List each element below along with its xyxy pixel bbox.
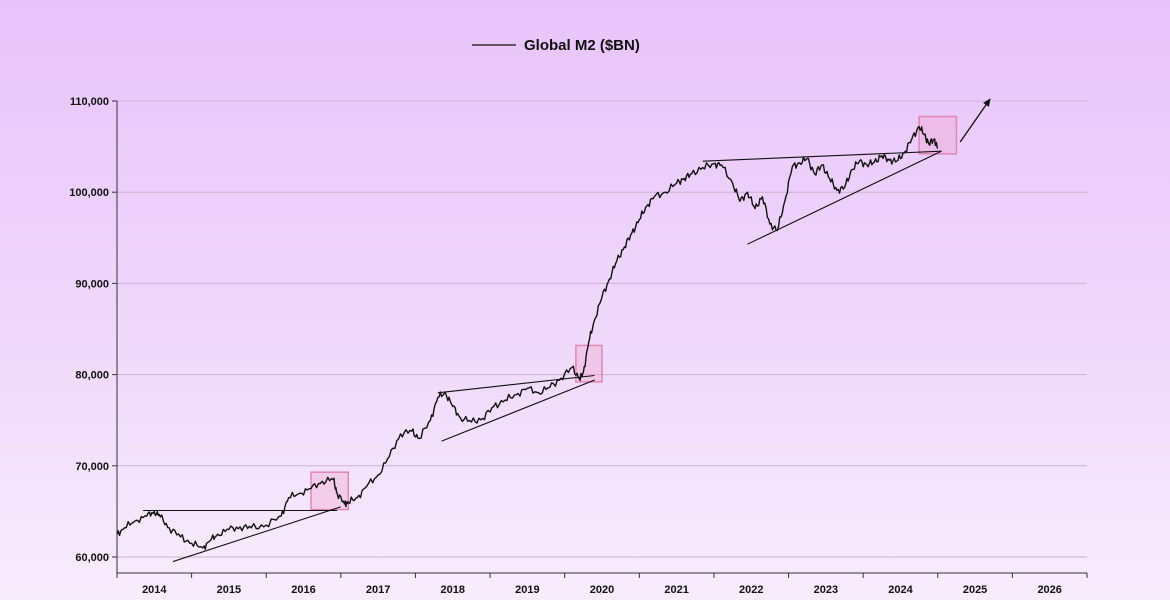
legend-label: Global M2 ($BN) — [524, 37, 640, 54]
y-tick-label: 90,000 — [75, 278, 109, 290]
arrow-annotation — [959, 98, 991, 143]
series-line-global-m2 — [116, 125, 939, 550]
trendline — [702, 150, 942, 162]
x-tick-label: 2016 — [291, 584, 315, 596]
trendline — [441, 379, 595, 442]
legend: Global M2 ($BN) — [472, 37, 640, 54]
highlight-box — [310, 471, 350, 511]
x-tick-label: 2024 — [888, 584, 913, 596]
x-tick-label: 2023 — [814, 584, 838, 596]
highlight-boxes — [310, 115, 958, 511]
y-tick-label: 60,000 — [75, 552, 109, 564]
x-tick-label: 2025 — [963, 584, 987, 596]
x-tick-label: 2020 — [590, 584, 614, 596]
x-tick-label: 2014 — [142, 584, 167, 596]
series-layer — [116, 125, 939, 550]
x-tick-label: 2018 — [441, 584, 465, 596]
trendlines — [143, 150, 942, 563]
gridlines — [117, 100, 1087, 558]
x-tick-label: 2021 — [664, 584, 688, 596]
y-tick-label: 110,000 — [70, 96, 109, 108]
upward-arrow — [959, 98, 991, 143]
trendline — [747, 150, 942, 245]
y-tick-label: 70,000 — [75, 461, 109, 473]
x-tick-label: 2026 — [1037, 584, 1061, 596]
y-tick-label: 100,000 — [69, 187, 109, 199]
y-tick-label: 80,000 — [75, 370, 109, 382]
trendline — [172, 506, 342, 563]
x-tick-label: 2019 — [515, 584, 539, 596]
axes: 60,000 70,000 80,000 90,000 100,000 110,000 20… — [69, 96, 1088, 596]
trendline — [437, 374, 595, 394]
x-tick-label: 2015 — [217, 584, 241, 596]
x-tick-label: 2022 — [739, 584, 763, 596]
x-tick-label: 2017 — [366, 584, 390, 596]
